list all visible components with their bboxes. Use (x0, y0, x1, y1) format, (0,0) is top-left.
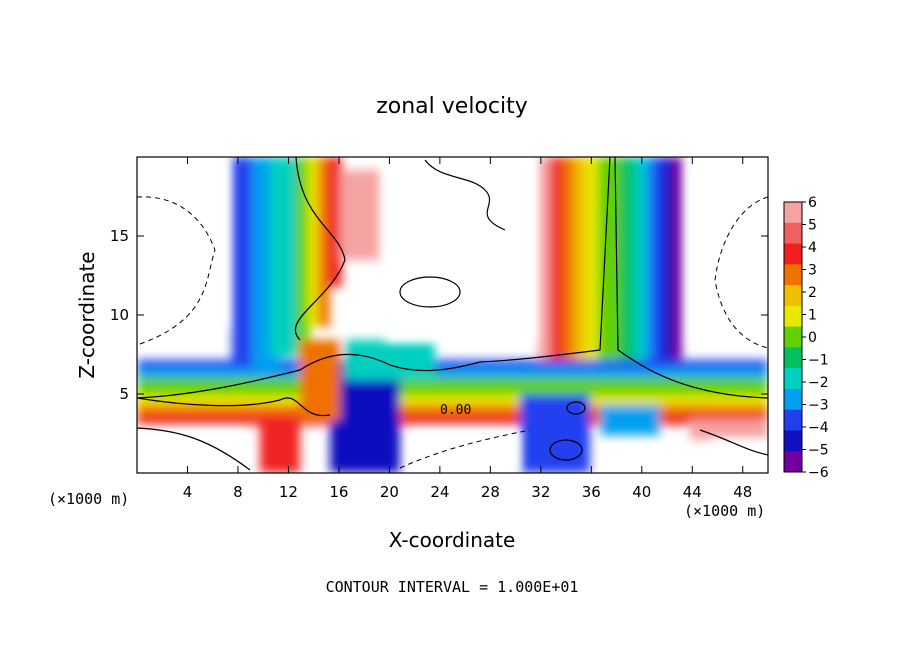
colorbar-label: 1 (808, 308, 817, 324)
y-tick-label: 10 (110, 306, 129, 324)
x-axis-label: X-coordinate (389, 528, 516, 552)
x-tick-label: 40 (632, 483, 651, 501)
colorbar-label: 2 (808, 285, 817, 301)
colorbar: 6 5 4 3 2 1 0 −1 −2 −3 −4 −5 −6 (783, 195, 829, 481)
x-tick-label: 20 (380, 483, 399, 501)
colorbar-swatch (784, 222, 802, 245)
colorbar-label: −5 (808, 443, 829, 459)
x-tick-label: 32 (531, 483, 550, 501)
colorbar-label: 0 (808, 330, 817, 346)
x-tick-label: 24 (430, 483, 449, 501)
x-tick-label: 36 (582, 483, 601, 501)
colorbar-swatch (784, 368, 802, 390)
colorbar-swatch (784, 202, 802, 224)
colorbar-swatch (784, 264, 802, 286)
chart-title: zonal velocity (376, 94, 528, 119)
x-unit-note-left: (×1000 m) (48, 490, 129, 508)
colorbar-swatch (784, 388, 802, 411)
x-unit-note-right: (×1000 m) (684, 502, 765, 520)
colorbar-label: −6 (808, 465, 829, 481)
colorbar-label: −3 (808, 398, 829, 414)
velocity-field (137, 157, 768, 473)
x-tick-label: 16 (329, 483, 348, 501)
colorbar-swatch (784, 409, 802, 431)
colorbar-swatch (784, 285, 802, 307)
colorbar-label: 5 (808, 218, 817, 234)
colorbar-swatch (784, 243, 802, 265)
colorbar-label: 6 (808, 195, 817, 211)
x-tick-label: 28 (481, 483, 500, 501)
x-tick-label: 12 (279, 483, 298, 501)
x-tick-label: 44 (683, 483, 702, 501)
colorbar-label: −1 (808, 353, 829, 369)
y-tick-label: 5 (119, 385, 129, 403)
colorbar-label: 4 (808, 240, 817, 256)
colorbar-swatch (784, 347, 802, 369)
contour-interval-footer: CONTOUR INTERVAL = 1.000E+01 (326, 578, 579, 596)
colorbar-swatch (784, 430, 802, 452)
y-tick-label: 15 (110, 227, 129, 245)
x-tick-label: 4 (183, 483, 193, 501)
colorbar-label: −4 (808, 420, 829, 436)
colorbar-swatch (784, 326, 802, 348)
y-axis-label: Z-coordinate (75, 251, 99, 378)
x-axis-ticks: 4 8 12 16 20 24 28 32 36 40 44 48 (183, 157, 752, 501)
colorbar-label: 3 (808, 263, 817, 279)
colorbar-swatch (784, 305, 802, 328)
colorbar-label: −2 (808, 375, 829, 391)
y-axis-ticks: 5 10 15 (110, 227, 768, 403)
x-tick-label: 48 (733, 483, 752, 501)
x-tick-label: 8 (233, 483, 243, 501)
colorbar-swatch (784, 451, 802, 473)
contour-label: 0.00 (440, 403, 471, 418)
